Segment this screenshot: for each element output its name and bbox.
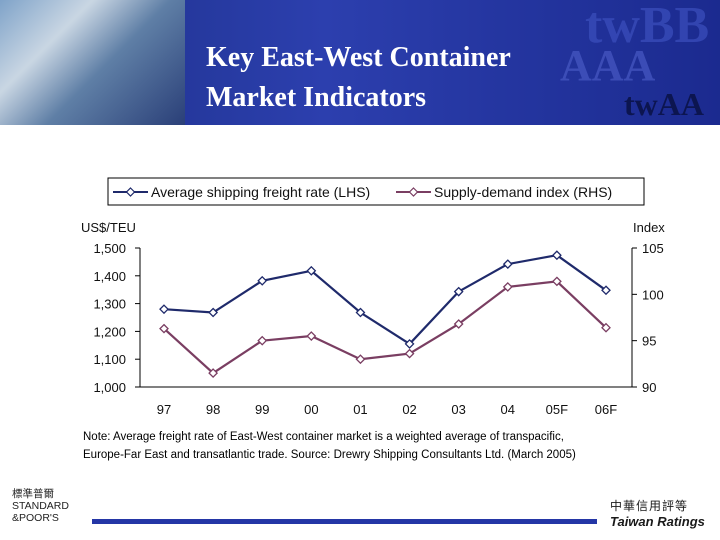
data-point [502,259,513,270]
note-line2: Europe-Far East and transatlantic trade.… [83,449,576,461]
tr-chinese: 中華信用評等 [610,499,689,513]
slide-title-line1: Key East-West Container [206,42,511,73]
watermark-text: AAA [560,41,656,90]
standard-poors-logo: 標準普爾 STANDARD &POOR'S [12,488,69,524]
y-tick-label-right: 90 [642,380,656,395]
slide-title-line2: Market Indicators [206,82,427,113]
data-point [306,265,317,276]
legend-marker [125,187,136,197]
banner-photo [0,0,185,125]
data-point [453,286,464,297]
y-tick-label-right: 100 [642,287,664,302]
data-point [159,304,169,315]
x-tick-label: 04 [501,402,515,417]
taiwan-ratings-logo: 中華信用評等 Taiwan Ratings [610,497,705,529]
x-tick-label: 05F [546,402,568,417]
data-point [355,354,366,365]
note-line1: Note: Average freight rate of East-West … [83,431,564,443]
x-tick-label: 99 [255,402,269,417]
y-axis-right-label: Index [633,220,665,235]
data-point [601,322,611,333]
y-tick-label-left: 1,300 [93,297,126,312]
series-line [163,280,607,375]
sp-line2: &POOR'S [12,512,59,524]
data-point [502,282,513,292]
legend-label: Supply-demand index (RHS) [434,184,612,200]
data-point [257,335,268,346]
data-point [404,348,415,359]
tr-name: Taiwan Ratings [610,514,705,529]
legend-marker [408,187,419,197]
data-point [355,307,366,318]
y-tick-label-left: 1,500 [93,241,126,256]
legend-label: Average shipping freight rate (LHS) [151,184,370,200]
sp-line1: STANDARD [12,500,69,512]
y-axis-left-label: US$/TEU [81,220,136,235]
x-tick-label: 01 [353,402,367,417]
data-point [306,331,317,341]
y-tick-label-left: 1,100 [93,352,126,367]
title-banner: twBB AAA twAA Key East-West Container Ma… [0,0,720,125]
y-tick-label-left: 1,400 [93,269,126,284]
sp-chinese: 標準普爾 [12,488,54,500]
watermark-text: twAA [624,86,704,122]
x-tick-label: 97 [157,402,171,417]
data-point [601,285,611,296]
data-point [257,275,268,286]
data-point [551,250,562,261]
x-tick-label: 03 [451,402,465,417]
x-tick-label: 06F [595,402,617,417]
data-point [159,323,169,334]
y-tick-label-left: 1,200 [93,324,126,339]
y-tick-label-right: 95 [642,334,656,349]
footer-divider [92,519,597,524]
data-point [208,368,219,379]
x-tick-label: 02 [402,402,416,417]
y-tick-label-left: 1,000 [93,380,126,395]
slide-title: Key East-West Container Market Indicator… [206,38,511,118]
data-point [208,307,219,318]
legend-box [107,177,645,206]
y-tick-label-right: 105 [642,241,664,256]
data-point [551,276,562,287]
series-line [163,254,607,346]
data-point [404,338,415,349]
chart-note: Note: Average freight rate of East-West … [83,428,683,464]
x-tick-label: 98 [206,402,220,417]
data-point [453,319,464,329]
x-tick-label: 00 [304,402,318,417]
watermark-text: twBB [585,0,710,54]
